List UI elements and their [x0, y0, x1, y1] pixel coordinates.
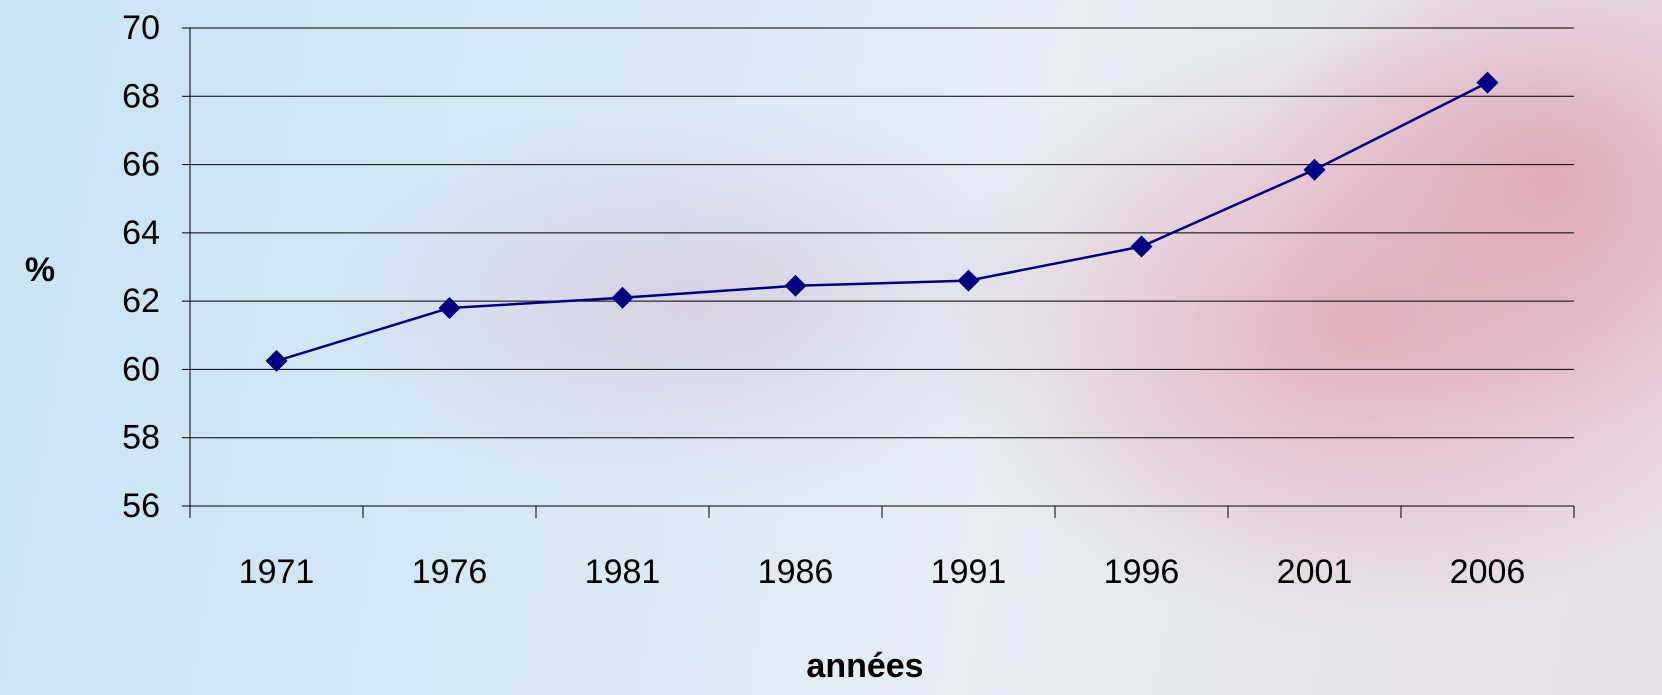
x-tick-label: 1976 [412, 553, 488, 591]
x-tick-label: 1996 [1104, 553, 1180, 591]
marker [612, 287, 634, 309]
marker [266, 350, 288, 372]
x-tick-label: 1971 [239, 553, 315, 591]
x-tick-label: 1991 [931, 553, 1007, 591]
marker [785, 275, 807, 297]
y-tick-label: 70 [122, 9, 160, 47]
y-tick-label: 68 [122, 77, 160, 115]
line [277, 83, 1488, 361]
marker [439, 297, 461, 319]
x-tick-label: 1986 [758, 553, 834, 591]
x-tick-label: 2001 [1277, 553, 1353, 591]
y-tick-label: 64 [122, 214, 160, 252]
y-tick-label: 62 [122, 282, 160, 320]
y-tick-label: 56 [122, 487, 160, 525]
chart: % années 56 58 60 62 64 66 68 70 1971 1976 1981 198… [0, 0, 1662, 695]
y-axis-title: % [25, 251, 55, 289]
marker [1477, 72, 1499, 94]
y-tick-label: 58 [122, 419, 160, 457]
x-tick-label: 1981 [585, 553, 661, 591]
y-tick-label: 66 [122, 146, 160, 184]
marker [958, 270, 980, 292]
marker [1131, 236, 1153, 258]
x-axis-title: années [806, 647, 923, 685]
y-tick-label: 60 [122, 350, 160, 388]
marker [1304, 159, 1326, 181]
page: % années 56 58 60 62 64 66 68 70 1971 1976 1981 198… [0, 0, 1662, 695]
x-tick-label: 2006 [1450, 553, 1526, 591]
